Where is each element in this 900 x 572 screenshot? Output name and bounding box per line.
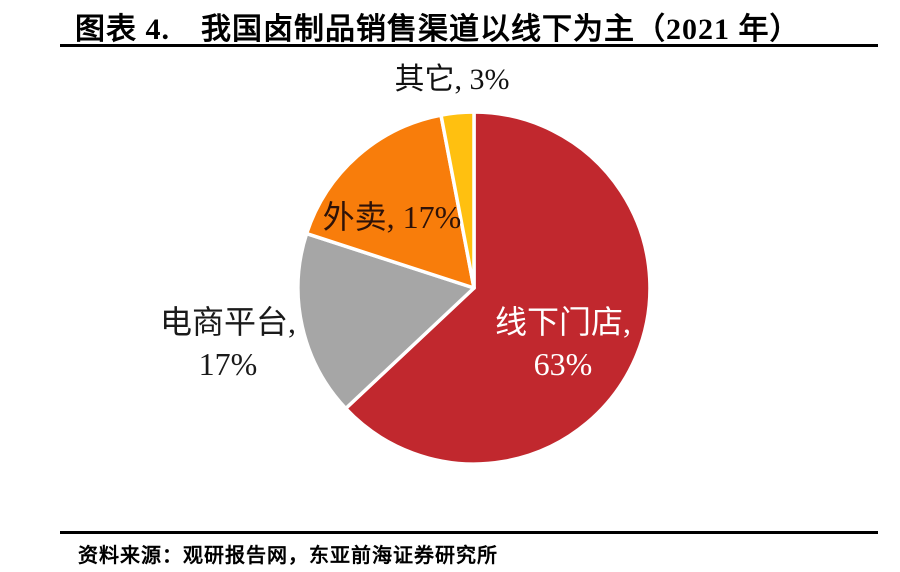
source-note: 资料来源：观研报告网，东亚前海证券研究所 [78,545,498,567]
title-rule [60,44,878,47]
chart-title: 图表 4. 我国卤制品销售渠道以线下为主（2021 年） [75,13,801,46]
pie-slice-电商平台 [296,231,476,411]
footer-rule [60,531,878,534]
pie-label-delivery: 外卖, 17% [322,198,462,235]
pie-label-ecommerce: 电商平台, 17% [159,303,297,382]
pie-label-other: 其它, 3% [394,63,510,97]
pie-label-offline-store: 线下门店, 63% [494,303,632,382]
pie-slice-其它 [439,110,476,290]
pie-slice-线下门店 [343,110,652,466]
pie-slice-外卖 [304,113,476,290]
